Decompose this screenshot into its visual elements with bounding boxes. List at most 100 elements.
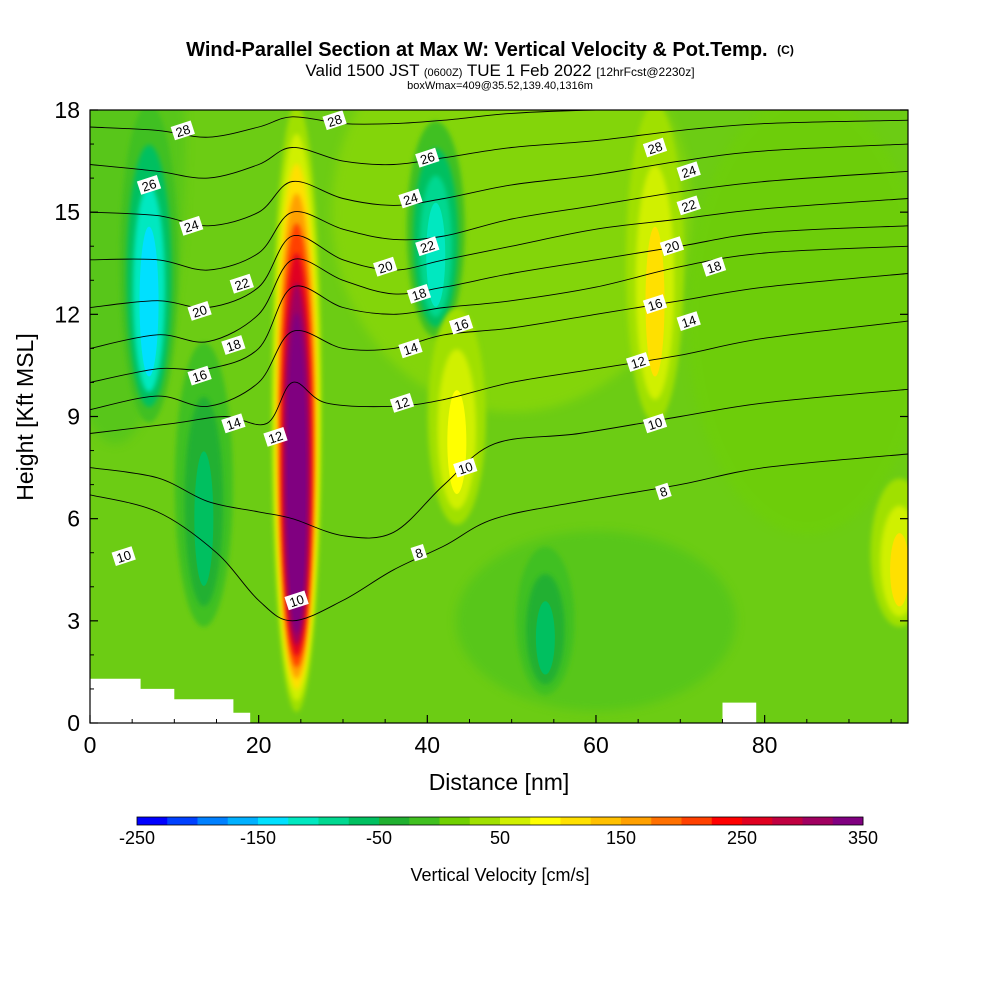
contour-label: 8 bbox=[655, 482, 672, 500]
contour-label: 10 bbox=[642, 413, 668, 434]
contour-label-box bbox=[642, 294, 668, 315]
colorbar-tick-label: -250 bbox=[119, 828, 155, 848]
contour-label: 18 bbox=[221, 335, 246, 355]
y-tick-label: 6 bbox=[67, 506, 80, 532]
chart-title-main: Wind-Parallel Section at Max W: Vertical… bbox=[186, 39, 767, 61]
colorbar-swatch bbox=[681, 817, 713, 825]
y-axis-label: Height [Kft MSL] bbox=[12, 333, 38, 500]
contour-label-box bbox=[389, 392, 415, 413]
x-tick-label: 80 bbox=[752, 732, 778, 758]
theta-contour-22 bbox=[90, 170, 908, 271]
chart-subtitle: boxWmax=409@35.52,139.40,1316m bbox=[407, 80, 593, 92]
colorbar-swatch bbox=[530, 817, 561, 825]
contour-label-box bbox=[676, 161, 701, 182]
contour-label-text: 20 bbox=[191, 302, 209, 321]
colorbar-swatch bbox=[379, 817, 410, 825]
contour-label-text: 14 bbox=[224, 414, 242, 433]
contour-label-box bbox=[406, 283, 432, 304]
valid-time-line: Valid 1500 JST (0600Z) TUE 1 Feb 2022 [1… bbox=[305, 61, 694, 80]
colorbar-swatch bbox=[318, 817, 350, 825]
contour-label-text: 28 bbox=[646, 139, 664, 158]
contour-label: 12 bbox=[625, 352, 651, 372]
contour-label-text: 18 bbox=[705, 258, 723, 277]
x-tick-label: 0 bbox=[84, 732, 97, 758]
contour-label-box bbox=[398, 338, 423, 359]
contour-label-box bbox=[322, 110, 347, 131]
colorbar-swatch bbox=[772, 817, 803, 825]
contour-label-box bbox=[179, 215, 204, 236]
contour-label: 28 bbox=[642, 137, 668, 158]
downdraft-core bbox=[194, 451, 214, 586]
contour-label-box bbox=[136, 174, 162, 195]
contour-label: 24 bbox=[676, 161, 701, 182]
contour-label-box bbox=[111, 546, 136, 567]
colorbar-tick-label: 250 bbox=[727, 828, 757, 848]
contour-label-box bbox=[373, 256, 398, 277]
theta-contour-16 bbox=[90, 245, 908, 383]
contour-label: 18 bbox=[701, 256, 727, 277]
plot-area: 28 28 28 26 26 24 24 24 22 22 22 20 20 20 18 18 18 16 16 16… bbox=[90, 110, 908, 723]
colorbar-tick-labels: -250 -150 -50 50 150 250 350 bbox=[119, 828, 878, 848]
updraft-core bbox=[288, 342, 306, 623]
contour-label-box bbox=[448, 314, 474, 335]
colorbar-swatch bbox=[590, 817, 622, 825]
contour-label-text: 24 bbox=[680, 162, 698, 181]
contour-label-box bbox=[221, 335, 246, 355]
colorbar-swatch bbox=[348, 817, 380, 825]
colorbar-swatch bbox=[469, 817, 501, 825]
contour-label: 22 bbox=[415, 236, 440, 257]
contour-label-box bbox=[701, 256, 727, 277]
contour-label-text: 12 bbox=[393, 394, 411, 413]
valid-prefix: Valid 1500 JST bbox=[305, 61, 419, 80]
contour-label-box bbox=[625, 352, 651, 372]
contour-label-box bbox=[410, 544, 428, 562]
colorbar-swatch bbox=[832, 817, 864, 825]
colorbar-swatch bbox=[439, 817, 471, 825]
contour-label-text: 14 bbox=[401, 340, 419, 359]
contour-label: 24 bbox=[398, 188, 423, 209]
colorbar-tick-label: 350 bbox=[848, 828, 878, 848]
contour-label: 20 bbox=[187, 300, 212, 321]
contour-label: 10 bbox=[453, 457, 478, 478]
contour-label: 24 bbox=[179, 215, 204, 236]
contour-label-text: 28 bbox=[174, 122, 192, 141]
downdraft-core bbox=[535, 601, 555, 675]
vertical-velocity-field bbox=[90, 110, 908, 712]
contour-label: 16 bbox=[448, 314, 474, 335]
colorbar-swatch bbox=[742, 817, 773, 825]
contour-label: 14 bbox=[676, 311, 701, 332]
colorbar-swatch bbox=[500, 817, 531, 825]
contour-label-text: 18 bbox=[224, 336, 242, 355]
colorbar-tick-label: -50 bbox=[366, 828, 392, 848]
background-band bbox=[686, 110, 908, 535]
contour-label-box bbox=[170, 120, 195, 141]
updraft-core bbox=[447, 390, 467, 495]
theta-contour-10 bbox=[90, 388, 908, 539]
colorbar-frame bbox=[136, 816, 864, 826]
contour-label-text: 10 bbox=[646, 414, 664, 433]
y-tick-label: 12 bbox=[54, 301, 80, 327]
contour-label-box bbox=[659, 236, 685, 257]
x-tick-label: 20 bbox=[246, 732, 272, 758]
valid-utc: (0600Z) bbox=[424, 67, 463, 79]
contour-label-box bbox=[415, 236, 440, 257]
contour-label-text: 10 bbox=[115, 547, 133, 566]
contour-label-box bbox=[676, 311, 701, 332]
contour-label-text: 10 bbox=[456, 459, 474, 478]
x-tick-label: 40 bbox=[415, 732, 441, 758]
contour-label: 12 bbox=[263, 426, 288, 447]
contour-label: 10 bbox=[284, 590, 309, 611]
x-axis-label: Distance [nm] bbox=[429, 769, 570, 795]
y-tick-label: 0 bbox=[67, 710, 80, 736]
contour-label: 18 bbox=[406, 283, 432, 304]
contour-label-box bbox=[415, 147, 440, 168]
colorbar-swatch bbox=[288, 817, 319, 825]
contour-label: 20 bbox=[373, 256, 398, 277]
contour-label-box bbox=[398, 188, 423, 209]
contour-label: 20 bbox=[659, 236, 685, 257]
contour-label-text: 28 bbox=[326, 111, 344, 130]
colorbar bbox=[136, 816, 864, 826]
valid-date: TUE 1 Feb 2022 bbox=[467, 61, 592, 80]
forecast-info: [12hrFcst@2230z] bbox=[596, 65, 694, 79]
